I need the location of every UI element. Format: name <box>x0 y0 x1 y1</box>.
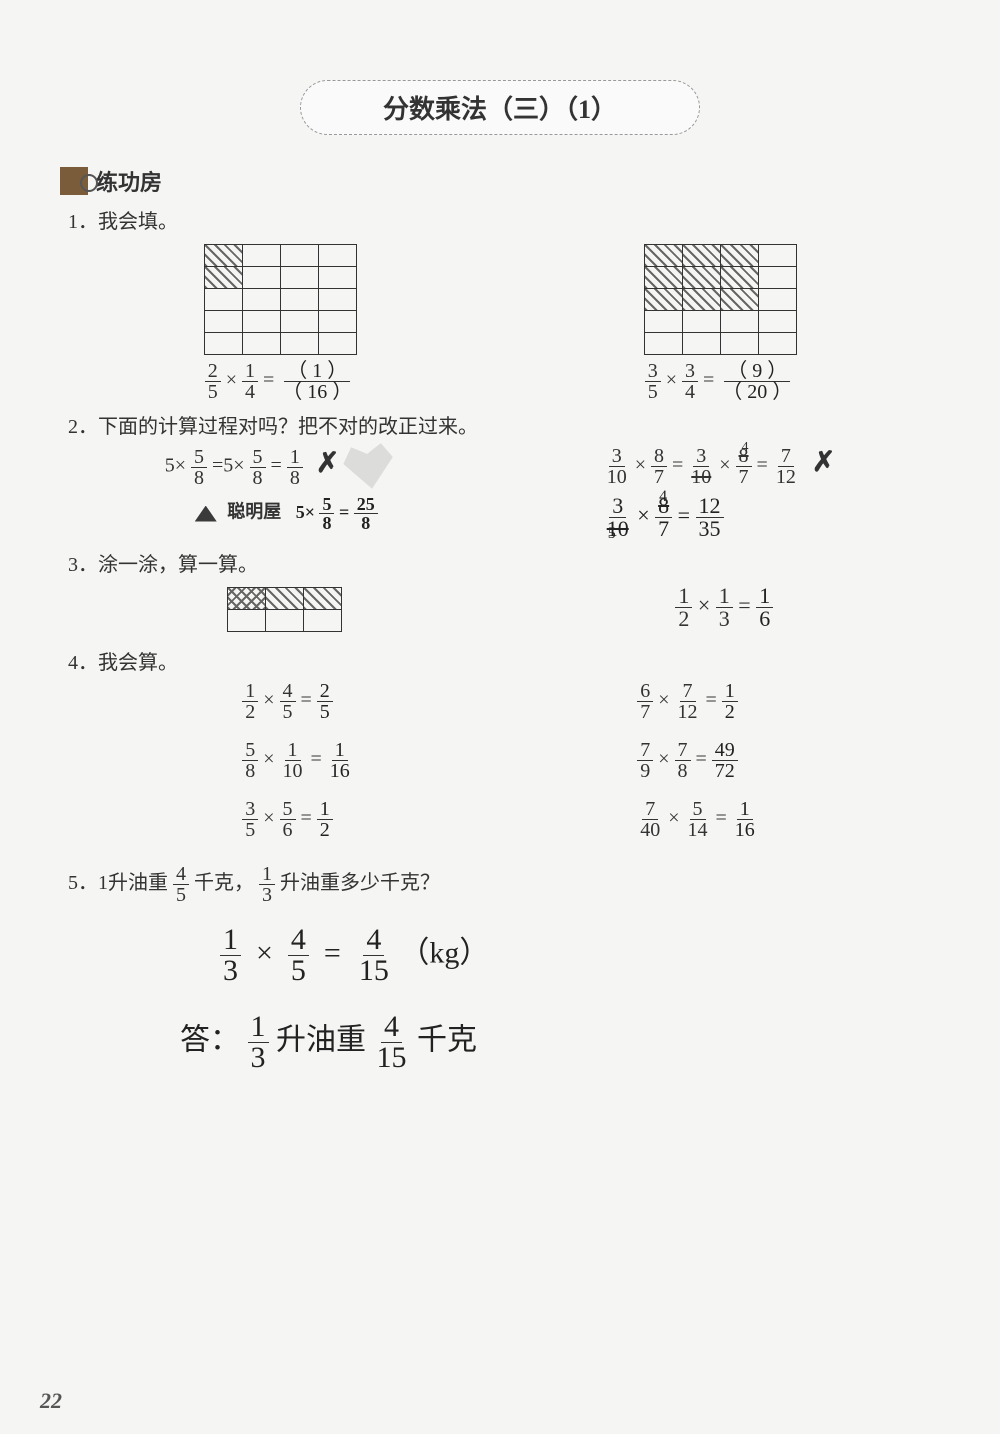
q2-prompt: 2．下面的计算过程对吗？把不对的改正过来。 <box>68 410 940 439</box>
q2-right: 310 × 87 = 310 × 4 87 = 712 ✗ 310 5 × 4 … <box>604 445 836 540</box>
q1-left: 25 × 14 = （ 1 ）（ 16 ） <box>204 240 357 402</box>
q4-row: 12 × 45 = 25 58 × 110 = 116 35 × 56 = 12 6… <box>60 681 940 840</box>
wrong-mark-icon: ✗ <box>316 448 339 479</box>
q3-row: 12 × 13 = 16 <box>60 583 940 638</box>
compute-line: 12 × 45 = 25 <box>242 681 353 722</box>
lesson-title: 分数乘法（三）（1） <box>300 80 700 135</box>
book-icon <box>60 167 88 195</box>
smart-house: 聪明屋 5× 58 = 258 <box>195 495 395 532</box>
section-practice: 练功房 <box>60 165 940 197</box>
q4-right-col: 67 × 712 = 12 79 × 78 = 4972 740 × 514 = 1… <box>637 681 758 840</box>
q3-grid <box>227 587 342 632</box>
q3-eq: 12 × 13 = 16 <box>675 585 773 630</box>
q2-right-correction: 310 5 × 4 87 = 1235 <box>604 495 836 540</box>
q5-answer: 答： 13 升油重 415 千克 <box>180 1012 940 1073</box>
q4-left-col: 12 × 45 = 25 58 × 110 = 116 35 × 56 = 12 <box>242 681 353 840</box>
compute-line: 79 × 78 = 4972 <box>637 740 758 781</box>
q4-prompt: 4．我会算。 <box>68 646 940 675</box>
q3-prompt: 3．涂一涂，算一算。 <box>68 548 940 577</box>
q5-work: 13 × 45 = 415 （kg） <box>220 925 940 986</box>
q3-grid-wrap <box>227 583 342 638</box>
compute-line: 740 × 514 = 116 <box>637 799 758 840</box>
q1-left-eq: 25 × 14 = （ 1 ）（ 16 ） <box>204 361 357 402</box>
page-number: 22 <box>40 1388 62 1414</box>
heart-stamp-icon <box>341 442 397 493</box>
section-label: 练功房 <box>96 165 162 197</box>
compute-line: 35 × 56 = 12 <box>242 799 353 840</box>
q1-row: 25 × 14 = （ 1 ）（ 16 ） 35 × 34 = （ 9 ）（ 2… <box>60 240 940 402</box>
q5-prompt: 5．1升油重 45 千克， 13 升油重多少千克？ <box>68 864 940 905</box>
q1-right: 35 × 34 = （ 9 ）（ 20 ） <box>644 240 797 402</box>
q1-prompt: 1．我会填。 <box>68 205 940 234</box>
q1-right-grid <box>644 244 797 355</box>
q2-right-print: 310 × 87 = 310 × 4 87 = 712 ✗ <box>604 445 836 487</box>
compute-line: 58 × 110 = 116 <box>242 740 353 781</box>
q1-left-grid <box>204 244 357 355</box>
q2-left: 5× 58 =5× 58 = 18 ✗ 聪明屋 5× 58 = 258 <box>165 445 395 532</box>
q2-row: 5× 58 =5× 58 = 18 ✗ 聪明屋 5× 58 = 258 310 … <box>60 445 940 540</box>
wrong-mark-icon: ✗ <box>812 447 835 478</box>
q2-left-print: 5× 58 =5× 58 = 18 ✗ <box>165 445 395 489</box>
compute-line: 67 × 712 = 12 <box>637 681 758 722</box>
q1-right-eq: 35 × 34 = （ 9 ）（ 20 ） <box>644 361 797 402</box>
grad-cap-icon <box>195 506 217 522</box>
